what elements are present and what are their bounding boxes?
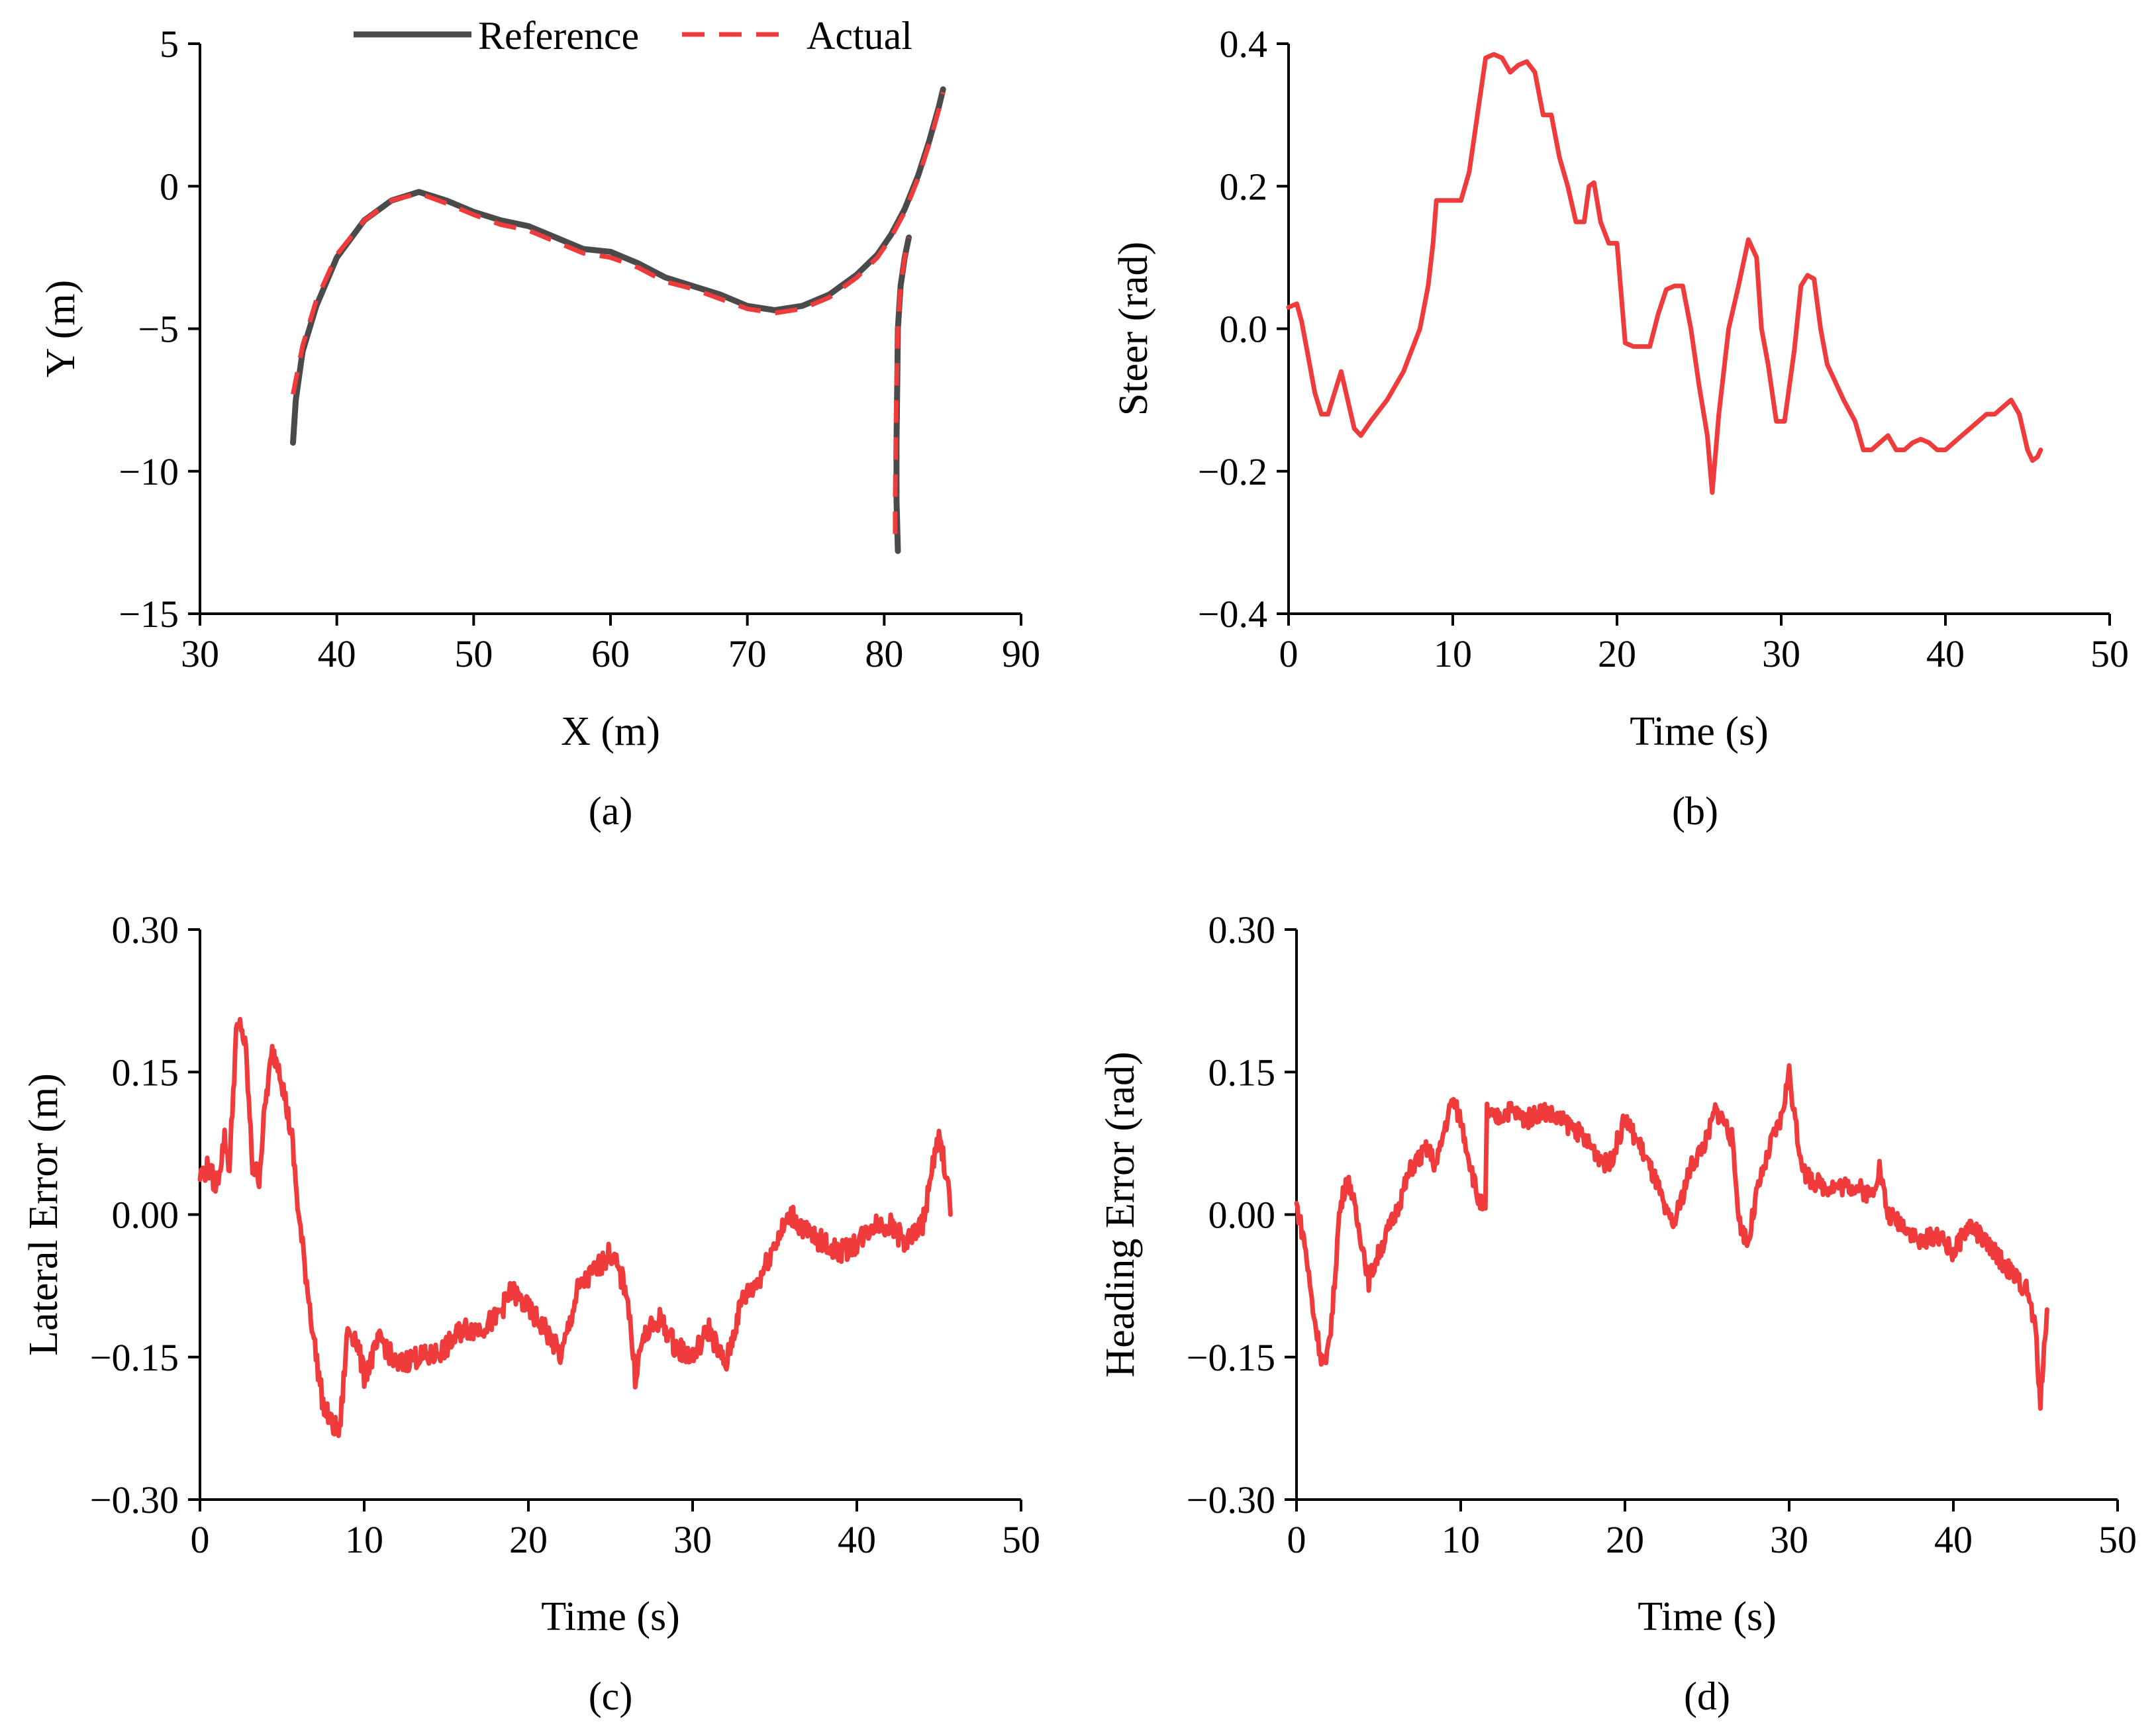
y-tick-label: −0.2 <box>1198 450 1267 493</box>
x-axis-title: X (m) <box>561 709 660 754</box>
y-tick-label: −5 <box>138 308 179 351</box>
y-tick-label: 0.0 <box>1220 308 1268 351</box>
x-tick-label: 10 <box>345 1518 383 1561</box>
x-tick-label: 70 <box>728 632 767 675</box>
panel-c: 0 10 20 30 40 50 −0.30 −0.15 0.00 0.15 0.30 Time (s… <box>21 908 1040 1718</box>
y-tick-label: 0.4 <box>1220 23 1268 66</box>
y-tick-label: −0.15 <box>1187 1336 1275 1379</box>
x-axis-title: Time (s) <box>541 1594 680 1639</box>
panel-b: 0 10 20 30 40 50 −0.4 −0.2 0.0 0.2 0.4 Time (s) Stee… <box>1111 23 2129 833</box>
y-tick-label: 0.00 <box>1208 1194 1276 1237</box>
y-tick-label: −15 <box>119 593 179 636</box>
y-tick-label: 0.15 <box>112 1051 179 1094</box>
legend-label-reference: Reference <box>478 14 639 58</box>
y-axis-title: Y (m) <box>38 280 83 378</box>
panel-label: (d) <box>1684 1674 1730 1718</box>
x-tick-label: 10 <box>1442 1518 1480 1561</box>
y-tick-label: 0.2 <box>1220 165 1268 208</box>
x-tick-label: 30 <box>181 632 219 675</box>
y-axis-title: Lateral Error (m) <box>21 1073 66 1356</box>
y-tick-label: 0 <box>160 165 179 208</box>
y-tick-label: 0.15 <box>1208 1051 1276 1094</box>
series-line-heading-error <box>1294 1063 2049 1411</box>
series-line-actual-approach <box>893 236 911 534</box>
x-tick-label: 0 <box>1279 632 1298 675</box>
x-tick-label: 30 <box>673 1518 712 1561</box>
panel-a: 30 40 50 60 70 80 90 −15 −10 −5 0 5 X (m) Y (m) (a) Ref… <box>38 14 1040 833</box>
y-tick-label: −0.30 <box>90 1478 179 1521</box>
x-axis-title: Time (s) <box>1638 1594 1777 1639</box>
panel-d: 0 10 20 30 40 50 −0.30 −0.15 0.00 0.15 0.30 Time (s… <box>1098 908 2137 1718</box>
x-tick-label: 40 <box>318 632 356 675</box>
panel-label: (c) <box>589 1674 633 1718</box>
panel-label: (b) <box>1672 789 1718 833</box>
y-axis-title: Steer (rad) <box>1111 242 1156 416</box>
x-tick-label: 40 <box>1934 1518 1973 1561</box>
x-tick-label: 30 <box>1770 1518 1808 1561</box>
x-tick-label: 90 <box>1002 632 1040 675</box>
x-tick-label: 50 <box>2090 632 2129 675</box>
series-line-steer <box>1286 52 2043 495</box>
x-tick-label: 0 <box>1287 1518 1306 1561</box>
y-tick-label: −10 <box>119 450 179 493</box>
legend-label-actual: Actual <box>807 14 912 58</box>
series-line-reference <box>290 86 946 446</box>
y-tick-label: −0.4 <box>1198 593 1267 636</box>
x-tick-label: 20 <box>1606 1518 1644 1561</box>
series-line-reference-approach <box>893 234 912 554</box>
x-tick-label: 60 <box>591 632 630 675</box>
y-tick-label: −0.30 <box>1187 1478 1275 1521</box>
y-tick-label: −0.15 <box>90 1336 179 1379</box>
x-tick-label: 40 <box>1926 632 1965 675</box>
y-tick-label: 0.30 <box>1208 908 1276 951</box>
x-tick-label: 80 <box>865 632 903 675</box>
y-tick-label: 0.00 <box>112 1194 179 1237</box>
series-line-lateral-error <box>197 1017 953 1439</box>
y-tick-label: 5 <box>160 23 179 66</box>
y-axis-title: Heading Error (rad) <box>1098 1051 1143 1377</box>
x-tick-label: 50 <box>1002 1518 1040 1561</box>
x-tick-label: 50 <box>454 632 493 675</box>
y-tick-label: 0.30 <box>112 908 179 951</box>
series-line-actual <box>291 91 946 395</box>
x-axis-title: Time (s) <box>1630 709 1769 754</box>
x-tick-label: 20 <box>509 1518 548 1561</box>
x-tick-label: 30 <box>1762 632 1800 675</box>
x-tick-label: 10 <box>1434 632 1472 675</box>
x-tick-label: 40 <box>838 1518 876 1561</box>
x-tick-label: 0 <box>191 1518 210 1561</box>
x-tick-label: 50 <box>2098 1518 2137 1561</box>
x-tick-label: 20 <box>1598 632 1636 675</box>
panel-label: (a) <box>589 789 633 833</box>
legend: Reference Actual <box>354 14 912 58</box>
